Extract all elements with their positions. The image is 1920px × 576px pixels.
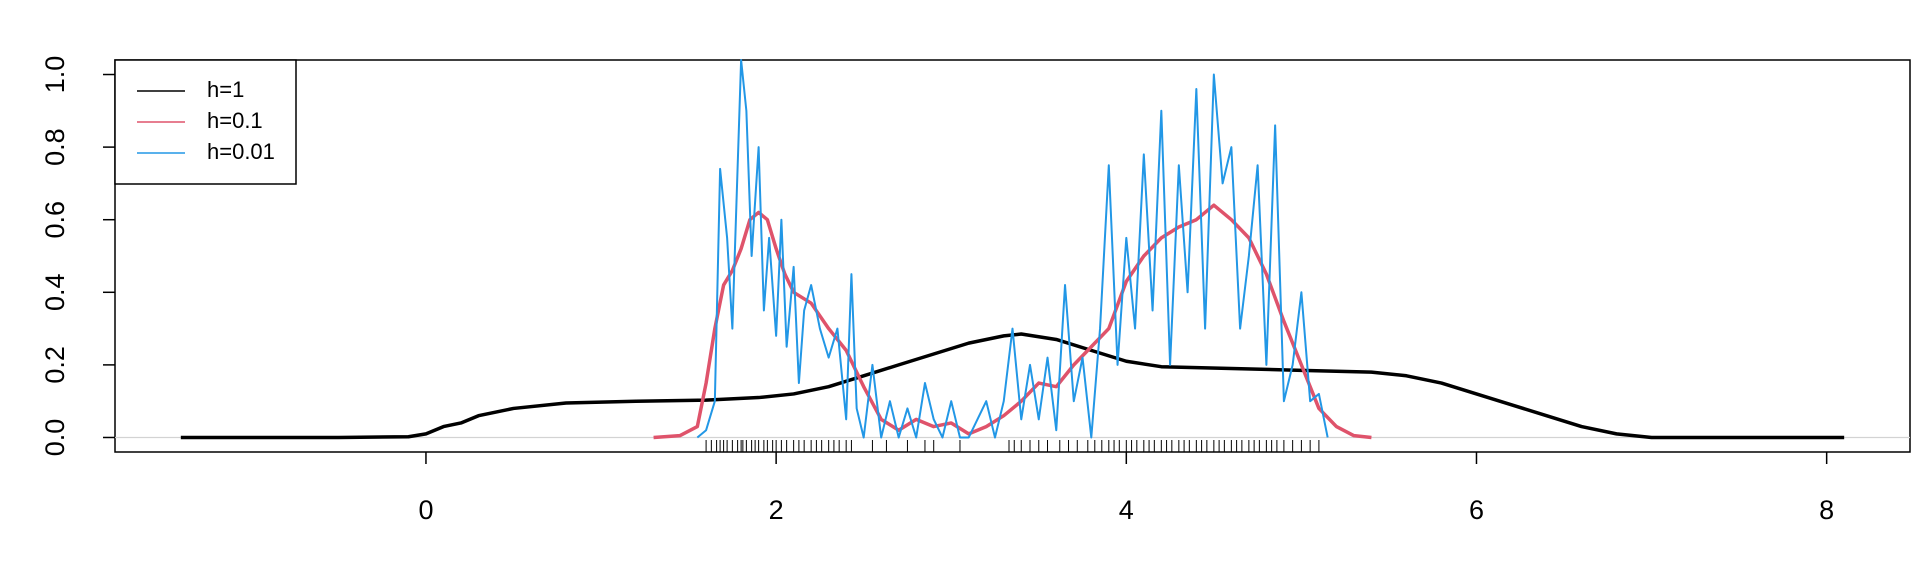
y-tick-label: 0.4 xyxy=(40,274,70,312)
legend-label: h=1 xyxy=(207,77,244,102)
x-tick-label: 6 xyxy=(1469,495,1484,525)
y-tick-label: 1.0 xyxy=(40,56,70,94)
x-tick-label: 0 xyxy=(418,495,433,525)
legend: h=1 h=0.1 h=0.01 xyxy=(114,59,297,185)
x-tick-label: 2 xyxy=(769,495,784,525)
y-tick-label: 0.0 xyxy=(40,419,70,457)
x-tick-label: 4 xyxy=(1119,495,1134,525)
plot-frame xyxy=(114,59,1911,453)
density-line xyxy=(180,332,1845,440)
y-tick-label: 0.2 xyxy=(40,346,70,384)
y-tick-label: 0.8 xyxy=(40,128,70,166)
x-tick-label: 8 xyxy=(1819,495,1834,525)
y-tick-label: 0.6 xyxy=(40,201,70,239)
legend-label: h=0.01 xyxy=(207,139,275,164)
legend-label: h=0.1 xyxy=(207,108,263,133)
density-line xyxy=(653,203,1372,440)
density-line xyxy=(696,59,1329,439)
